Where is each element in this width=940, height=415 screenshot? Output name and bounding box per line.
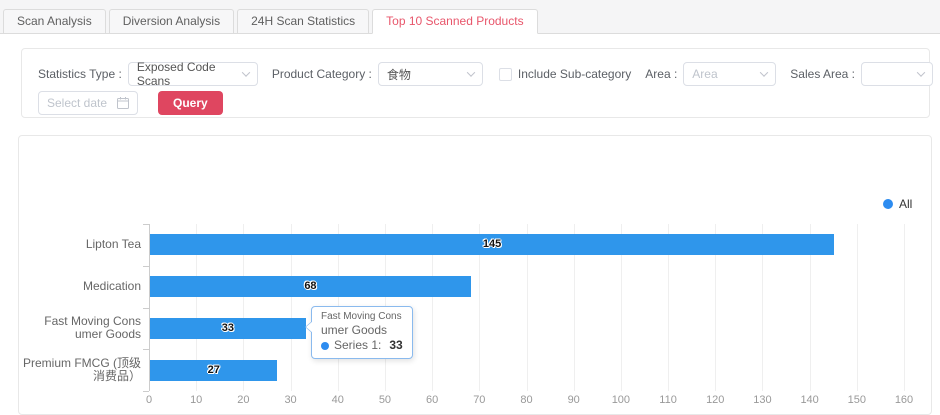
include-subcategory-label: Include Sub-category [517,67,632,81]
x-tick-label: 140 [800,394,819,406]
y-axis-tick [143,391,149,392]
query-button[interactable]: Query [158,91,223,115]
legend-dot-icon [883,199,893,209]
include-subcategory-checkbox[interactable] [498,67,512,81]
x-tick-label: 110 [659,394,677,406]
chevron-down-icon [916,68,926,77]
x-tick-label: 80 [520,394,533,406]
bar-value-label: 27 [207,363,220,376]
tab-scan-analysis[interactable]: Scan Analysis [3,9,106,34]
x-tick-label: 50 [378,394,392,406]
tooltip-title-line1: Fast Moving Cons [321,311,402,322]
chart-bar[interactable] [150,234,835,256]
bar-value-label: 68 [304,280,317,293]
category-label: Fast Moving Cons umer Goods [44,314,141,342]
calendar-icon [117,97,129,109]
gridline [432,224,434,391]
chevron-down-icon [466,68,476,77]
gridline [904,224,905,391]
filter-row-2: Select date Query [38,91,223,115]
filter-panel: Statistics Type : Exposed Code Scans Pro… [21,48,934,118]
gridline [620,224,622,391]
gridline [715,224,717,391]
x-tick-label: 90 [567,394,580,406]
product-category-value: 食物 [386,67,411,82]
tooltip-title-line2: umer Goods [321,323,388,337]
tooltip-series-dot-icon [321,341,329,350]
gridline [856,224,858,391]
legend-item-all[interactable]: All [883,197,912,211]
category-label: Lipton Tea [85,237,141,252]
tab-strip: Scan Analysis Diversion Analysis 24H Sca… [0,0,940,34]
gridline [196,224,198,391]
area-select[interactable]: Area [683,62,777,86]
tab-24h-scan-statistics[interactable]: 24H Scan Statistics [237,9,370,34]
x-tick-label: 0 [145,394,153,406]
statistics-type-label: Statistics Type : [38,67,122,81]
tooltip-series-row: Series 1: 33 [321,338,403,353]
statistics-type-value: Exposed Code Scans [136,60,216,88]
x-tick-label: 20 [237,394,250,406]
gridline [809,224,811,391]
chart-bar[interactable] [150,359,278,381]
period-end-date-input[interactable]: Select date [38,91,138,115]
chart-tooltip: Fast Moving Cons umer Goods Series 1: 33 [305,306,413,359]
x-tick-label: 130 [753,394,772,406]
y-axis-tick [143,224,149,225]
tooltip-series-label: Series 1: [334,338,382,352]
x-tick-label: 120 [706,394,725,406]
y-axis-tick [143,265,149,267]
legend-label: All [899,197,913,211]
bar-value-label: 33 [221,321,234,334]
chart-panel: All Fast Moving Cons umer Goods Series 1… [18,135,932,415]
category-label: Premium FMCG (顶级 消费品） [23,356,141,384]
tooltip-series-value: 33 [389,338,403,352]
area-placeholder: Area [692,67,718,81]
gridline [243,224,245,391]
x-tick-label: 150 [847,394,866,406]
chart-bar[interactable] [150,276,471,298]
chevron-down-icon [241,68,251,77]
sales-area-select[interactable] [861,62,934,86]
x-tick-label: 60 [426,394,439,406]
statistics-type-select[interactable]: Exposed Code Scans [127,60,258,88]
filter-row-1: Statistics Type : Exposed Code Scans Pro… [38,60,940,88]
area-label: Area : [645,67,678,81]
chart-bar[interactable] [150,317,306,339]
tooltip-arrow [306,321,313,333]
x-tick-label: 10 [190,394,203,406]
gridline [762,224,764,391]
chevron-down-icon [760,68,769,77]
x-tick-label: 30 [284,394,297,406]
product-category-label: Product Category : [271,67,372,81]
y-axis-line [149,224,150,391]
bar-value-label: 145 [482,238,502,251]
x-tick-label: 100 [611,394,631,406]
product-category-select[interactable]: 食物 [377,62,483,86]
sales-area-label: Sales Area : [790,67,856,81]
gridline [668,224,670,391]
gridline [526,224,528,391]
tab-top10-scanned-products[interactable]: Top 10 Scanned Products [372,9,538,34]
period-end-placeholder: Select date [47,96,108,110]
x-tick-label: 160 [894,394,914,406]
x-tick-label: 70 [473,394,486,406]
tab-diversion-analysis[interactable]: Diversion Analysis [108,9,235,34]
y-axis-tick [143,307,149,309]
x-tick-label: 40 [331,394,344,406]
gridline [573,224,575,391]
gridline [290,224,292,391]
category-label: Medication [82,279,141,294]
gridline [479,224,481,391]
y-axis-tick [143,349,149,351]
